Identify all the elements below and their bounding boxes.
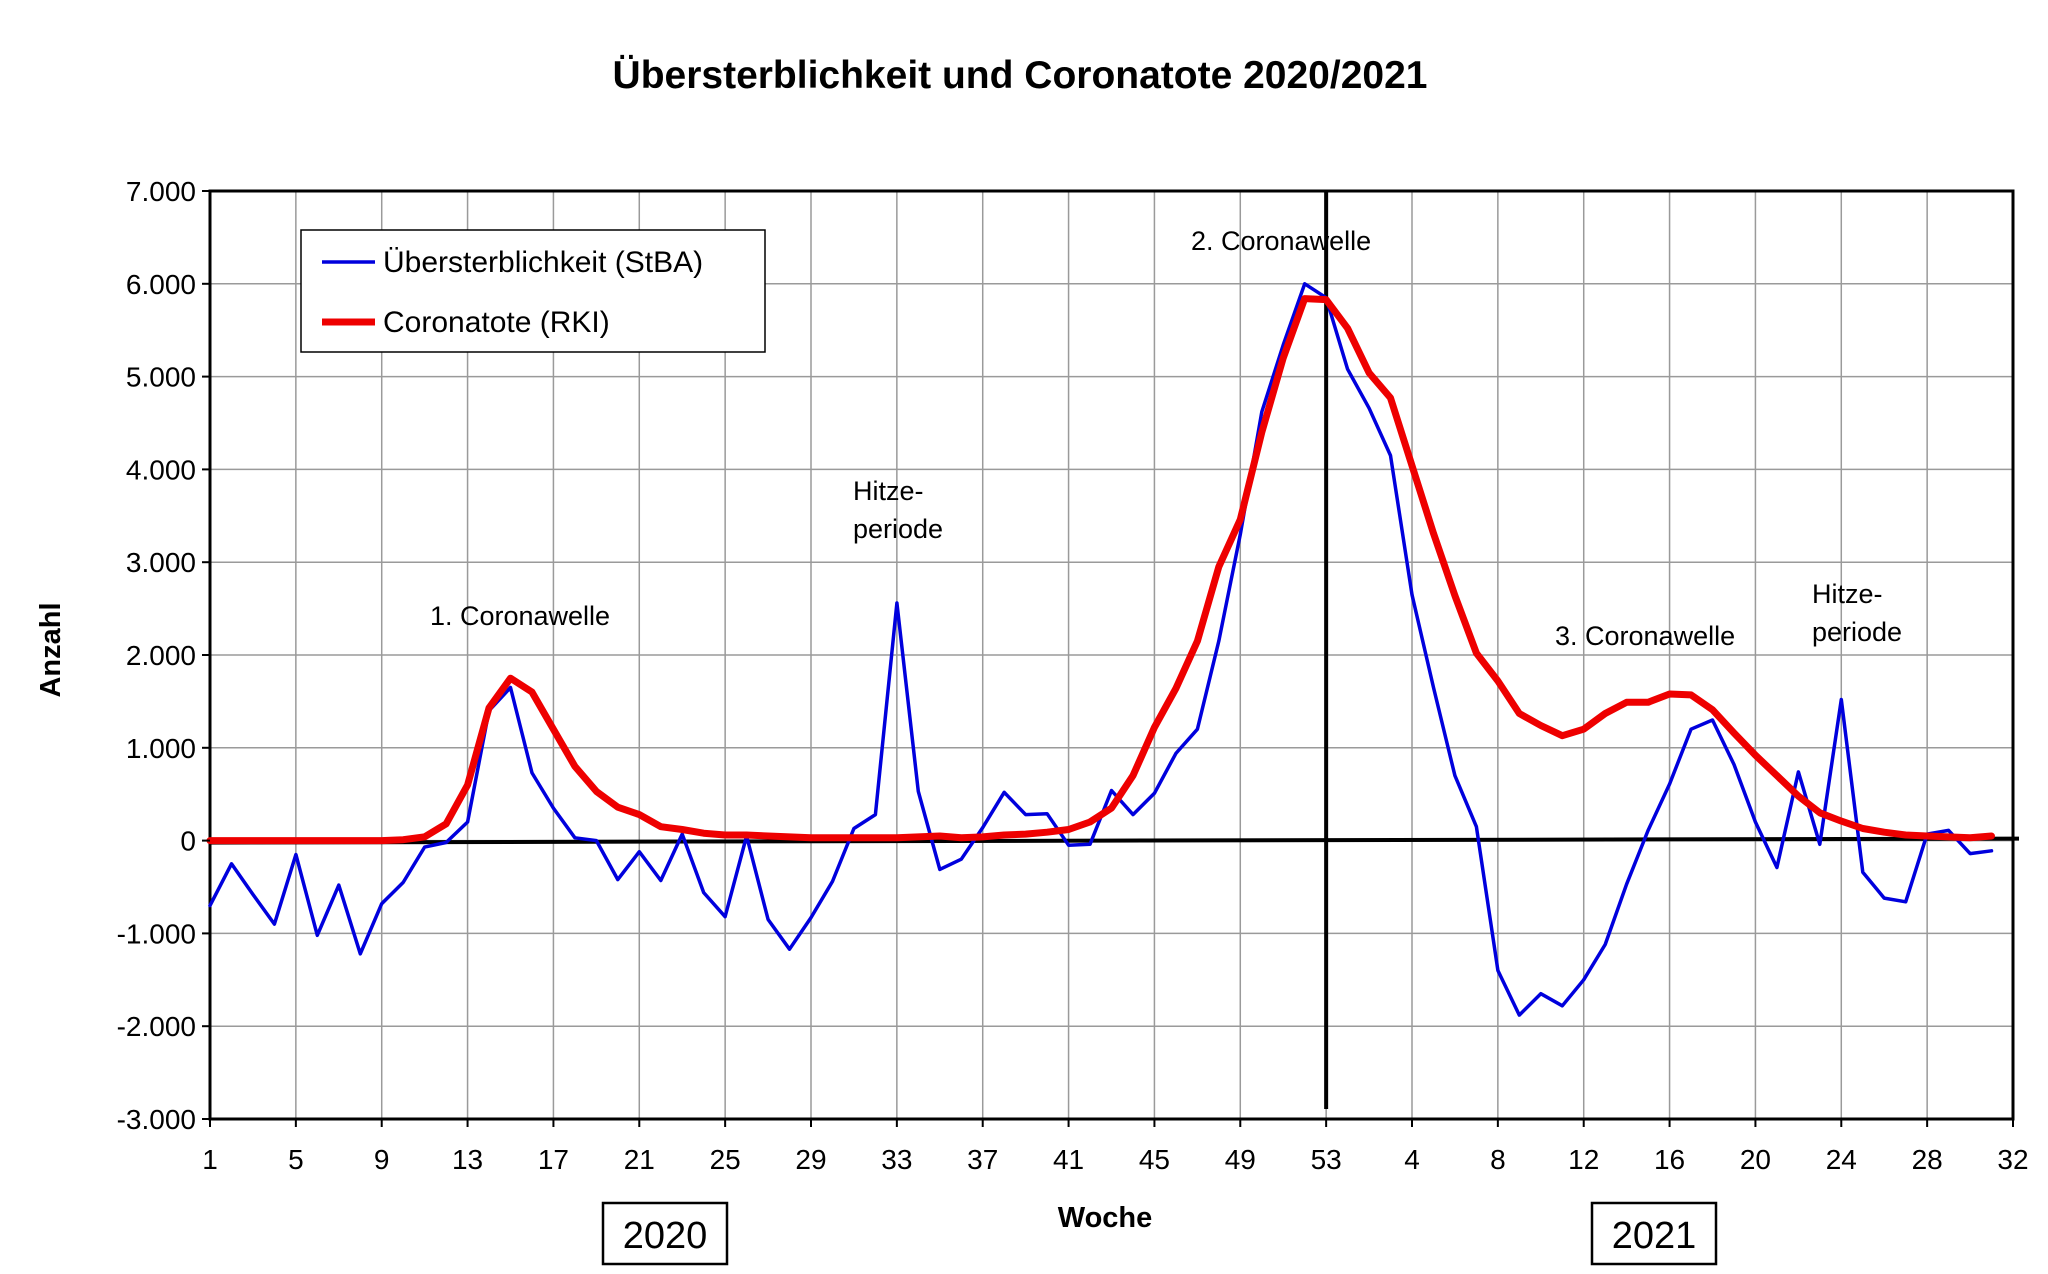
- x-tick-label: 49: [1225, 1144, 1256, 1175]
- year-box-2021: [1590, 1201, 1718, 1266]
- x-tick-label: 32: [1997, 1144, 2028, 1175]
- x-tick-label: 24: [1826, 1144, 1857, 1175]
- y-axis-label: Anzahl: [35, 602, 67, 697]
- legend-box: [300, 229, 766, 353]
- series-line-coronatote: [206, 295, 1995, 845]
- legend-label-series-2: Coronatote (RKI): [383, 306, 610, 339]
- x-tick-label: 41: [1053, 1144, 1084, 1175]
- x-tick-label: 1: [202, 1144, 218, 1175]
- y-tick-label: 4.000: [126, 454, 196, 485]
- y-tick-label: 1.000: [126, 733, 196, 764]
- year-box-2020: [601, 1201, 729, 1266]
- x-tick-label: 5: [288, 1144, 304, 1175]
- year-label-2021: 2021: [1590, 1201, 1718, 1266]
- x-tick-label: 12: [1568, 1144, 1599, 1175]
- x-tick-label: 4: [1404, 1144, 1420, 1175]
- annotation-heat-1-line1: Hitze-: [853, 476, 924, 506]
- x-tick-label: 9: [374, 1144, 390, 1175]
- y-tick-label: -3.000: [117, 1104, 196, 1135]
- y-tick-label: 6.000: [126, 269, 196, 300]
- x-tick-label: 13: [452, 1144, 483, 1175]
- x-tick-label: 16: [1654, 1144, 1685, 1175]
- x-tick-label: 20: [1740, 1144, 1771, 1175]
- y-tick-label: 3.000: [126, 547, 196, 578]
- x-tick-label: 45: [1139, 1144, 1170, 1175]
- y-tick-label: 2.000: [126, 640, 196, 671]
- annotation-heat-2-line2: periode: [1812, 617, 1902, 647]
- annotation-wave-3: 3. Coronawelle: [1555, 621, 1735, 651]
- y-axis-tick-labels: -3.000 -2.000 -1.000 0 1.000 2.000 3.000 4.000 5…: [117, 176, 210, 1135]
- zero-axis-line: [209, 836, 2020, 845]
- y-tick-label: 7.000: [126, 176, 196, 207]
- x-axis-label: Woche: [1058, 1202, 1153, 1234]
- zero-line: [209, 836, 2020, 845]
- annotation-wave-2: 2. Coronawelle: [1191, 226, 1371, 256]
- x-tick-label: 17: [538, 1144, 569, 1175]
- y-tick-label: -1.000: [117, 918, 196, 949]
- annotation-heat-2-line1: Hitze-: [1812, 579, 1883, 609]
- x-tick-label: 29: [795, 1144, 826, 1175]
- legend-label-series-1: Übersterblichkeit (StBA): [383, 246, 703, 279]
- x-tick-label: 53: [1311, 1144, 1342, 1175]
- x-axis-tick-labels: 1 5 9 13 17 21 25 29 33 37 41 45 49 53 4 8 12 16 20 24 28 32: [202, 1119, 2029, 1175]
- x-tick-label: 37: [967, 1144, 998, 1175]
- year-text-2020: 2020: [623, 1215, 708, 1257]
- x-tick-label: 25: [710, 1144, 741, 1175]
- legend: Übersterblichkeit (StBA) Coronatote (RKI…: [300, 229, 766, 353]
- y-tick-label: 5.000: [126, 362, 196, 393]
- series-group: [206, 282, 1995, 1017]
- annotation-wave-1: 1. Coronawelle: [430, 601, 610, 631]
- x-tick-label: 28: [1912, 1144, 1943, 1175]
- chart-title: Übersterblichkeit und Coronatote 2020/20…: [613, 54, 1428, 97]
- y-tick-label: -2.000: [117, 1011, 196, 1042]
- y-tick-label: 0: [180, 826, 196, 857]
- x-tick-label: 8: [1490, 1144, 1506, 1175]
- annotation-heat-1-line2: periode: [853, 514, 943, 544]
- x-tick-label: 33: [881, 1144, 912, 1175]
- year-text-2021: 2021: [1612, 1215, 1697, 1257]
- year-label-2020: 2020: [601, 1201, 729, 1266]
- x-tick-label: 21: [624, 1144, 655, 1175]
